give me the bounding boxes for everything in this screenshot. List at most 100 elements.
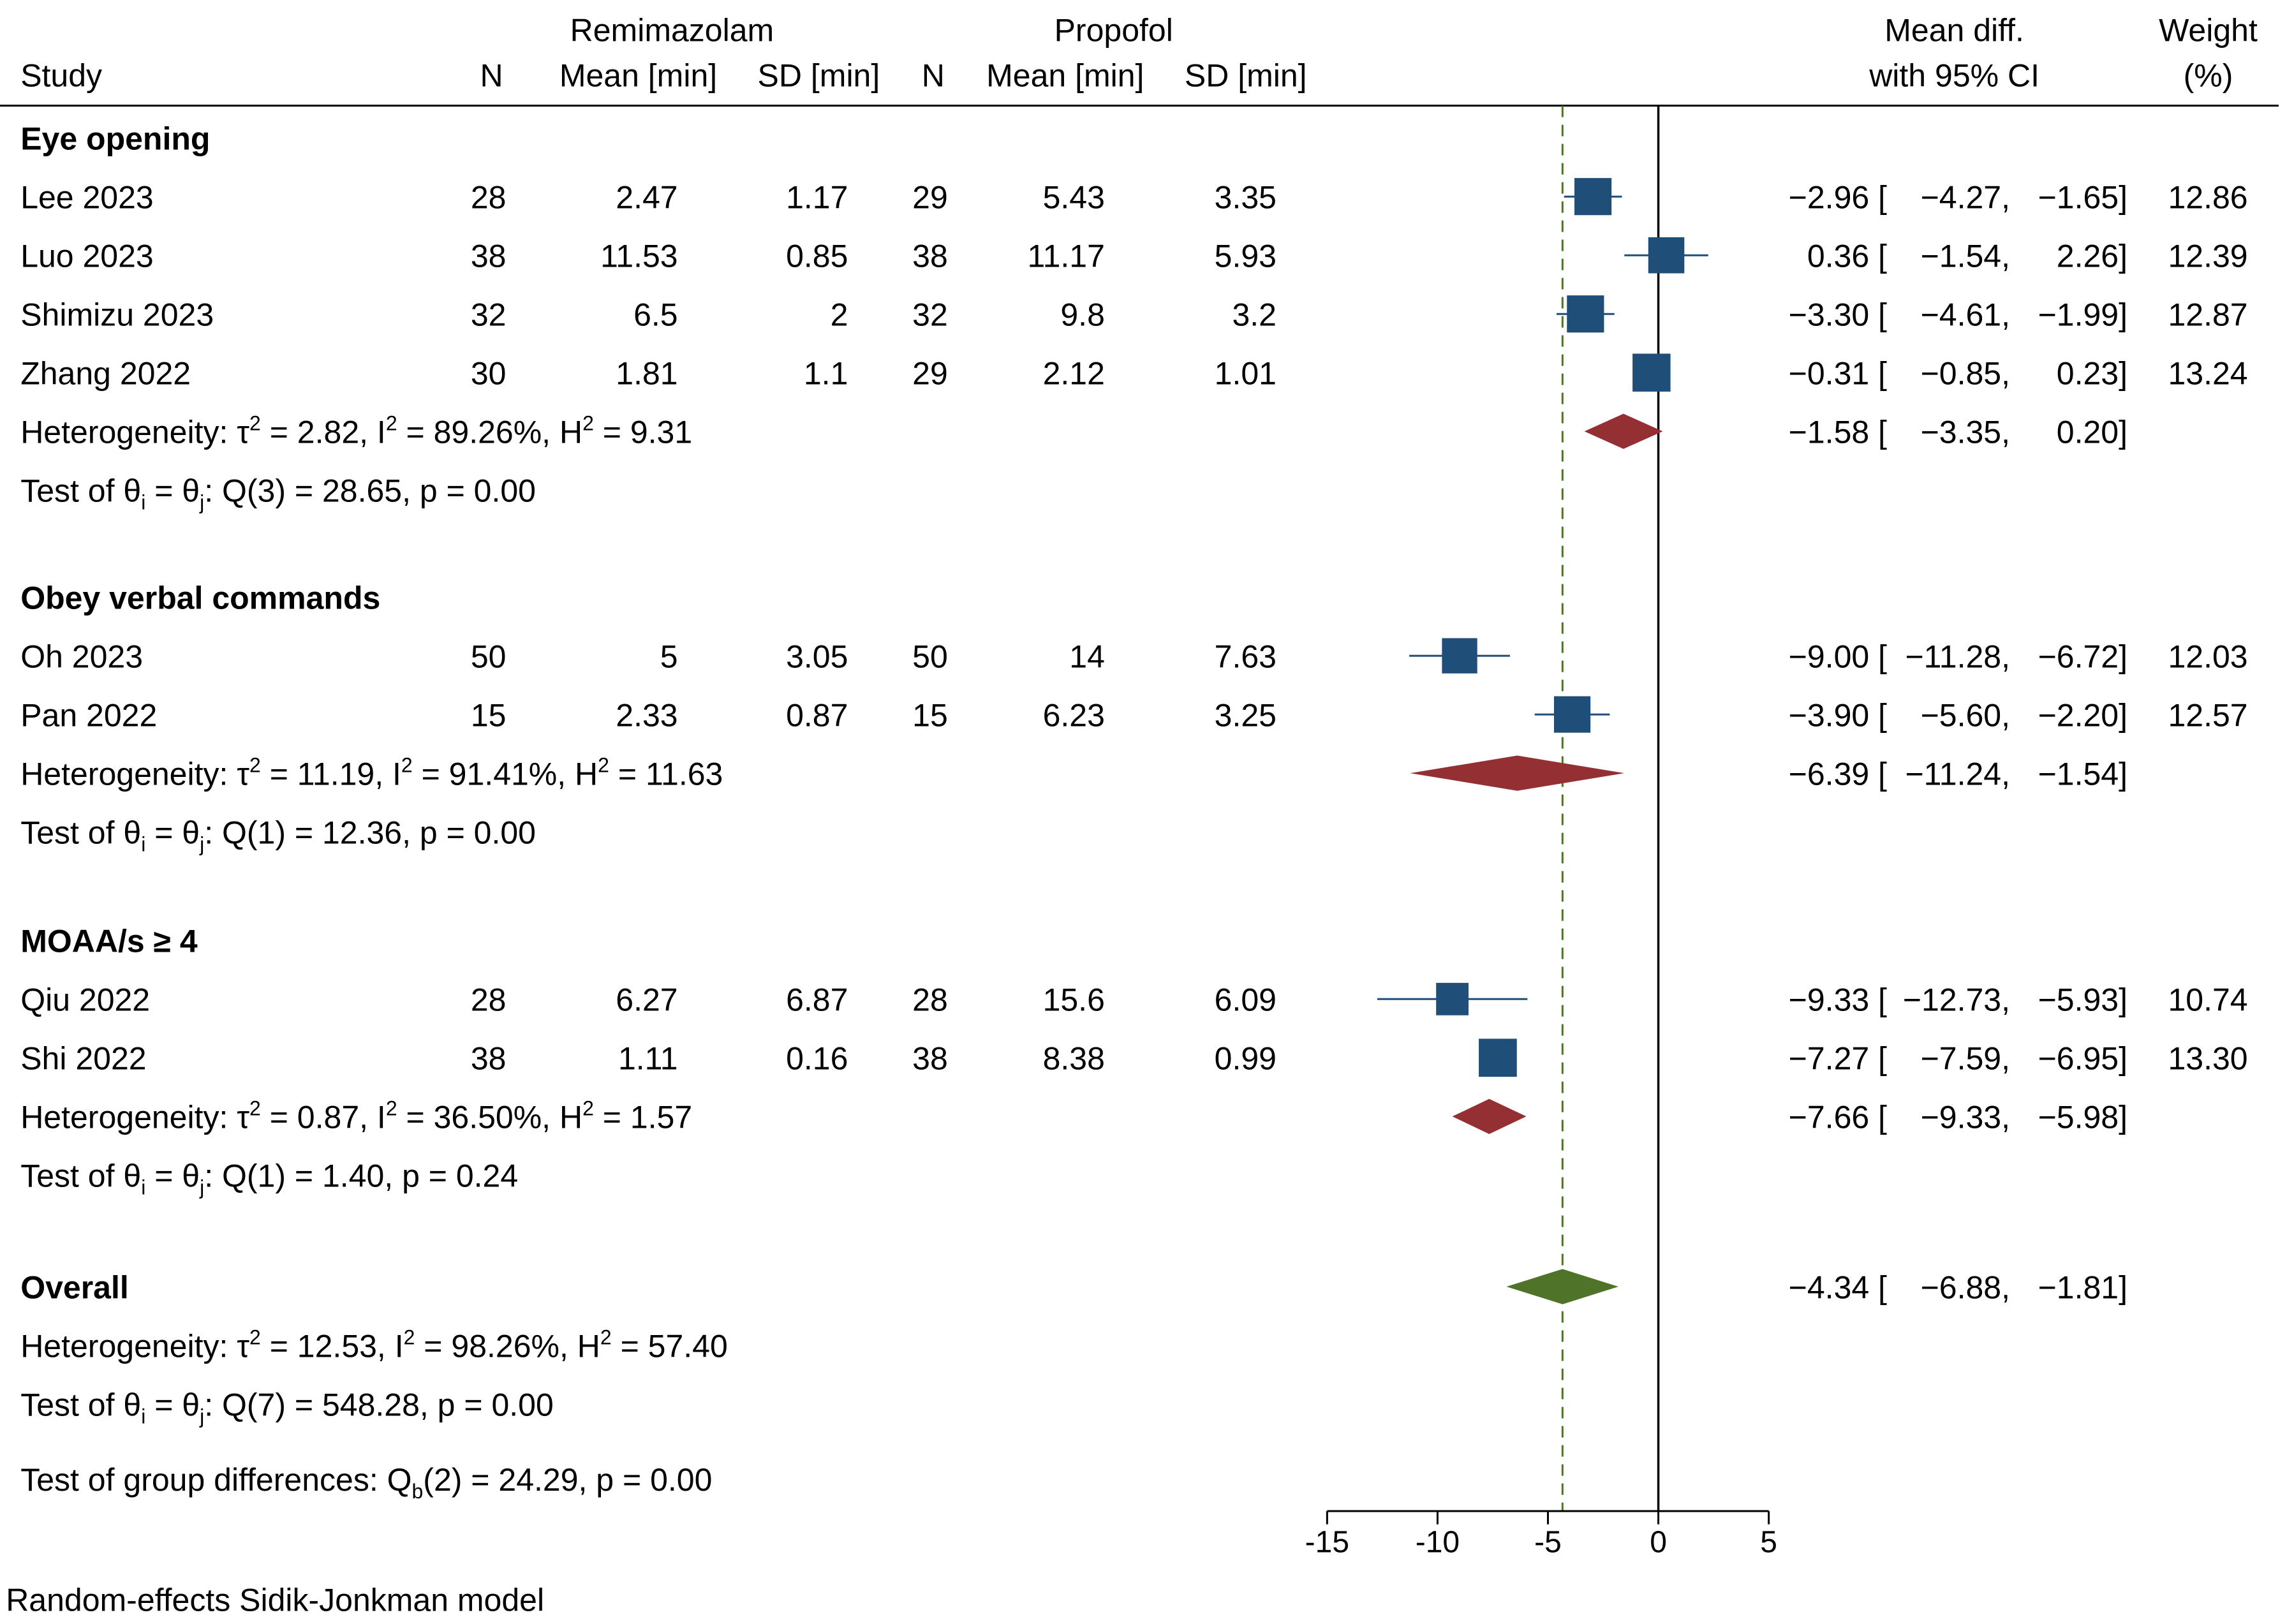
study-effect-marker: [1436, 982, 1469, 1015]
heterogeneity-stats-tau: = 2.82, I: [261, 415, 386, 450]
overall-heterogeneity-h2: = 57.40: [612, 1329, 728, 1364]
heterogeneity-stats-sup: 2: [582, 412, 594, 435]
study-ci-upper: −2.20]: [2038, 698, 2128, 734]
propofol-sd: 0.99: [1215, 1041, 1276, 1077]
remimazolam-n: 28: [471, 982, 507, 1018]
remimazolam-mean: 2.47: [616, 180, 677, 216]
heterogeneity-stats-tau: = 0.87, I: [261, 1100, 386, 1135]
group-differences-label: Test of group differences: Q: [20, 1462, 411, 1498]
remimazolam-sd: 0.85: [786, 239, 848, 274]
x-axis-tick-label: -15: [1305, 1525, 1349, 1559]
overall-diamond: [1506, 1269, 1618, 1304]
study-bracket: [: [1878, 297, 1887, 333]
study-effect-marker: [1574, 178, 1612, 216]
header-n-propofol: N: [922, 58, 945, 94]
study-effect: −3.90: [1789, 698, 1870, 734]
propofol-sd: 3.2: [1232, 297, 1276, 333]
group-title: Eye opening: [20, 121, 210, 157]
propofol-n: 15: [912, 698, 948, 734]
pooled-effect: −1.58: [1789, 415, 1870, 450]
propofol-mean: 5.43: [1043, 180, 1105, 216]
heterogeneity-stats-i2: = 91.41%, H: [413, 757, 598, 792]
remimazolam-sd: 0.87: [786, 698, 848, 734]
heterogeneity-stats: Heterogeneity: τ2 = 2.82, I2 = 89.26%, H…: [20, 412, 692, 450]
header-sd-remimazolam: SD [min]: [758, 58, 880, 94]
remimazolam-n: 32: [471, 297, 507, 333]
study-effect: −2.96: [1789, 180, 1870, 216]
propofol-sd: 7.63: [1215, 639, 1276, 675]
heterogeneity-stats-i2: = 36.50%, H: [397, 1100, 582, 1135]
overall-ci-upper: −1.81]: [2038, 1270, 2128, 1306]
study-effect-marker: [1648, 237, 1685, 274]
heterogeneity-stats: Heterogeneity: τ2 = 11.19, I2 = 91.41%, …: [20, 754, 723, 792]
homogeneity-test-eq: = θ: [145, 815, 200, 851]
study-ci-upper: −6.95]: [2038, 1041, 2128, 1077]
overall-heterogeneity-sup: 2: [600, 1326, 612, 1349]
propofol-sd: 3.35: [1215, 180, 1276, 216]
overall-title: Overall: [20, 1270, 129, 1306]
heterogeneity-stats-sup: 2: [249, 1097, 261, 1120]
header-remimazolam: Remimazolam: [570, 12, 774, 48]
pooled-bracket: [: [1878, 415, 1887, 450]
overall-homogeneity-test: Test of θi = θj: Q(7) = 548.28, p = 0.00: [20, 1387, 554, 1428]
remimazolam-n: 15: [471, 698, 507, 734]
heterogeneity-stats-label: Heterogeneity: τ: [20, 1100, 249, 1135]
homogeneity-test-sub: j: [199, 491, 204, 514]
remimazolam-sd: 1.1: [804, 356, 848, 392]
study-ci-lower: −0.85,: [1921, 356, 2010, 392]
remimazolam-mean: 1.81: [616, 356, 677, 392]
x-axis-tick-label: -10: [1416, 1525, 1460, 1559]
heterogeneity-stats-sup: 2: [249, 754, 261, 777]
overall-homogeneity-test-sub: i: [141, 1405, 145, 1428]
study-bracket: [: [1878, 698, 1887, 734]
propofol-n: 38: [912, 1041, 948, 1077]
study-weight: 12.57: [2168, 698, 2247, 734]
remimazolam-n: 38: [471, 1041, 507, 1077]
pooled-bracket: [: [1878, 1100, 1887, 1135]
homogeneity-test-sub: j: [199, 833, 204, 856]
overall-homogeneity-test-q: : Q(7) = 548.28, p = 0.00: [204, 1387, 554, 1423]
header-sd-propofol: SD [min]: [1185, 58, 1307, 94]
propofol-mean: 15.6: [1043, 982, 1105, 1018]
study-effect-marker: [1442, 638, 1477, 674]
heterogeneity-stats-h2: = 9.31: [594, 415, 692, 450]
overall-homogeneity-test-sub: j: [199, 1405, 204, 1428]
propofol-sd: 6.09: [1215, 982, 1276, 1018]
pooled-diamond: [1584, 413, 1663, 449]
overall-heterogeneity-i2: = 98.26%, H: [415, 1329, 600, 1364]
study-effect: −3.30: [1789, 297, 1870, 333]
remimazolam-mean: 11.53: [600, 239, 677, 274]
study-ci-lower: −4.61,: [1921, 297, 2010, 333]
homogeneity-test-q: : Q(1) = 1.40, p = 0.24: [204, 1158, 518, 1194]
x-axis-tick-label: -5: [1534, 1525, 1562, 1559]
homogeneity-test-sub: i: [141, 833, 145, 856]
study-effect-marker: [1479, 1038, 1517, 1077]
remimazolam-sd: 2: [831, 297, 848, 333]
heterogeneity-stats-label: Heterogeneity: τ: [20, 757, 249, 792]
study-ci-upper: −1.65]: [2038, 180, 2128, 216]
overall-effect: −4.34: [1789, 1270, 1870, 1306]
propofol-n: 38: [912, 239, 948, 274]
study-bracket: [: [1878, 239, 1887, 274]
heterogeneity-stats-sup: 2: [386, 1097, 397, 1120]
header-study: Study: [20, 58, 102, 94]
remimazolam-mean: 5: [660, 639, 678, 675]
group-differences-test: Test of group differences: Qb(2) = 24.29…: [20, 1462, 712, 1503]
study-bracket: [: [1878, 982, 1887, 1018]
heterogeneity-stats-label: Heterogeneity: τ: [20, 415, 249, 450]
propofol-mean: 14: [1069, 639, 1105, 675]
study-weight: 12.03: [2168, 639, 2247, 675]
study-effect-marker: [1632, 353, 1671, 392]
study-name: Shi 2022: [20, 1041, 146, 1077]
homogeneity-test-sub: i: [141, 491, 145, 514]
overall-ci-lower: −6.88,: [1921, 1270, 2010, 1306]
remimazolam-n: 38: [471, 239, 507, 274]
homogeneity-test: Test of θi = θj: Q(1) = 12.36, p = 0.00: [20, 815, 536, 856]
study-effect: −7.27: [1789, 1041, 1870, 1077]
propofol-n: 32: [912, 297, 948, 333]
study-weight: 13.30: [2168, 1041, 2247, 1077]
heterogeneity-stats-sup: 2: [582, 1097, 594, 1120]
overall-homogeneity-test-label: Test of θ: [20, 1387, 141, 1423]
propofol-mean: 11.17: [1027, 239, 1104, 274]
